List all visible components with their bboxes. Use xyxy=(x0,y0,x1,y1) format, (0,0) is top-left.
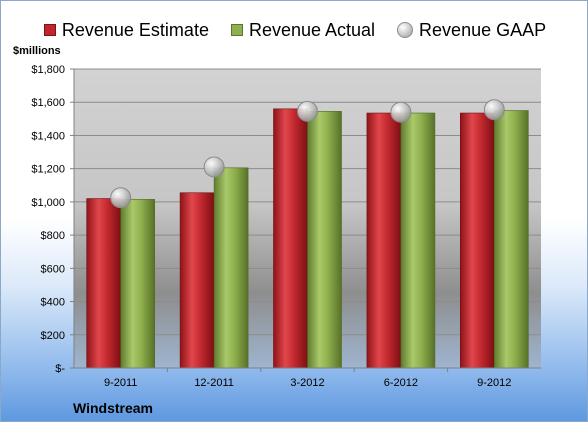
gaap-point xyxy=(483,99,505,121)
x-tick-label: 9-2012 xyxy=(477,377,511,389)
bar-estimate xyxy=(459,112,495,369)
gaap-point xyxy=(110,187,132,209)
y-tick-label: $400 xyxy=(41,297,65,309)
bar-actual xyxy=(307,111,342,369)
legend-item-gaap: Revenue GAAP xyxy=(397,20,546,41)
legend-label-actual: Revenue Actual xyxy=(248,19,376,40)
y-tick-label: $- xyxy=(55,363,65,375)
bar-estimate xyxy=(86,198,121,369)
legend-item-estimate: Revenue Estimate xyxy=(43,19,209,41)
y-axis-unit-label: $millions xyxy=(13,45,61,57)
x-tick-label: 12-2011 xyxy=(194,377,234,389)
legend-item-actual: Revenue Actual xyxy=(230,19,376,41)
legend-swatch-actual xyxy=(230,24,243,36)
y-tick-label: $1,000 xyxy=(31,197,65,209)
company-name: Windstream xyxy=(73,400,154,416)
gaap-point xyxy=(297,100,318,122)
axes: $- $200 $400 $600 $800 $1,000 $1,200 $1,400 $1,6… xyxy=(31,64,541,389)
y-tick-label: $1,400 xyxy=(31,130,65,142)
bar-estimate xyxy=(179,192,215,369)
gaap-points xyxy=(110,99,505,209)
x-tick-label: 9-2011 xyxy=(104,377,137,389)
gaap-point xyxy=(390,101,412,123)
legend-swatch-estimate xyxy=(43,24,56,36)
legend: Revenue Estimate Revenue Actual Revenue … xyxy=(1,16,588,44)
y-tick-label: $200 xyxy=(41,330,65,342)
y-tick-label: $600 xyxy=(41,263,65,275)
y-tick-label: $1,200 xyxy=(31,164,65,176)
legend-label-gaap: Revenue GAAP xyxy=(419,19,547,40)
bar-actual xyxy=(120,199,155,369)
legend-label-estimate: Revenue Estimate xyxy=(61,19,209,40)
legend-marker-gaap xyxy=(397,22,414,38)
y-tick-label: $800 xyxy=(41,230,65,242)
gaap-point xyxy=(203,156,225,178)
x-tick-label: 3-2012 xyxy=(290,377,324,389)
bar-actual xyxy=(213,167,249,369)
bar-estimate xyxy=(273,108,308,369)
bars xyxy=(86,108,529,369)
bar-actual xyxy=(400,112,436,369)
bar-actual xyxy=(493,110,529,369)
y-tick-label: $1,600 xyxy=(31,97,65,109)
bar-estimate xyxy=(366,112,402,369)
y-tick-label: $1,800 xyxy=(31,64,65,76)
x-tick-label: 6-2012 xyxy=(384,377,418,389)
